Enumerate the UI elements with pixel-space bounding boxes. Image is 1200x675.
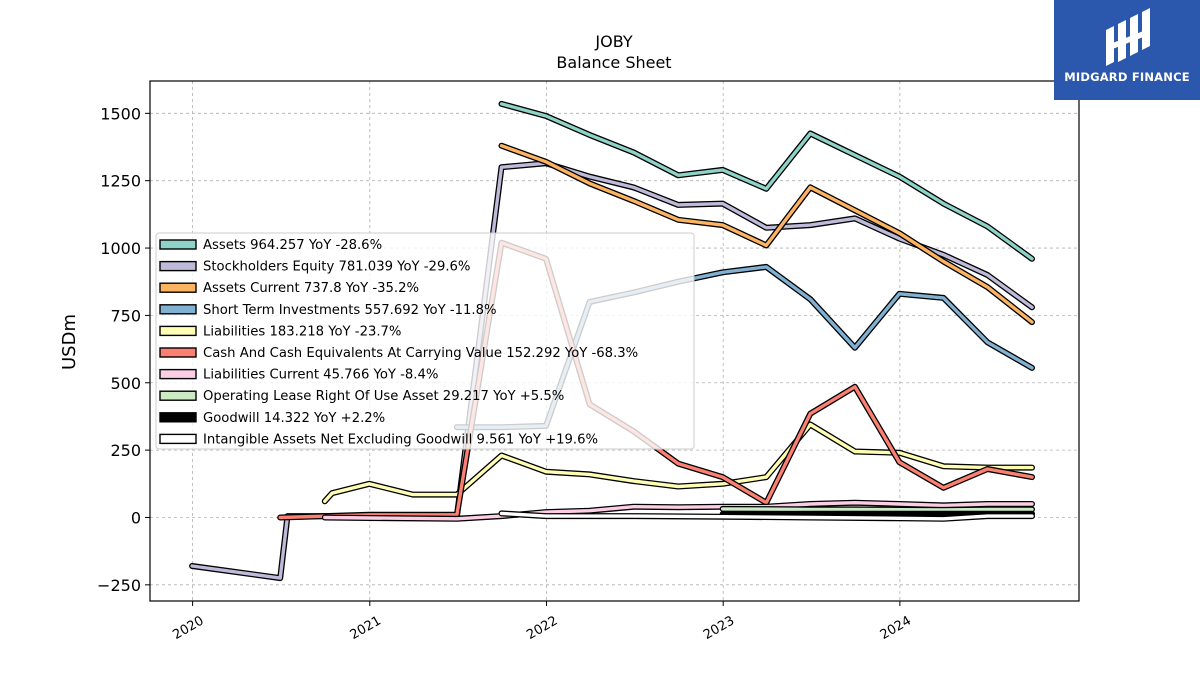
logo-text: MIDGARD FINANCE	[1064, 70, 1190, 84]
series-line	[499, 511, 1034, 521]
y-tick-label: 500	[110, 374, 141, 393]
series-lines	[189, 100, 1035, 582]
y-tick-label: −250	[97, 576, 141, 595]
legend-swatch	[159, 347, 197, 358]
legend-label: Short Term Investments 557.692 YoY -11.8…	[203, 303, 497, 318]
legend-swatch	[159, 282, 197, 293]
series-line	[721, 507, 1034, 512]
legend-box	[155, 232, 695, 450]
x-tick-label: 2023	[701, 613, 737, 643]
legend-swatch	[159, 368, 197, 380]
chart-title: JOBY	[594, 32, 632, 51]
series-line	[323, 422, 1034, 503]
legend-swatch	[159, 239, 197, 250]
legend-label: Liabilities Current 45.766 YoY -8.4%	[203, 368, 438, 383]
y-tick-label: 750	[110, 306, 141, 325]
series-assets-current	[498, 142, 1035, 326]
series-assets	[498, 100, 1035, 262]
legend-label: Cash And Cash Equivalents At Carrying Va…	[203, 346, 638, 361]
legend-swatch	[159, 260, 197, 272]
midgard-finance-logo: MIDGARD FINANCE	[1054, 0, 1200, 100]
legend-label: Operating Lease Right Of Use Asset 29.21…	[203, 389, 564, 404]
y-tick-label: 1500	[100, 104, 141, 123]
series-operating-lease-right-of-use-asset	[719, 505, 1035, 513]
logo-mark-icon	[1106, 8, 1150, 66]
legend-label: Assets 964.257 YoY -28.6%	[203, 238, 382, 253]
x-tick-label: 2020	[170, 613, 206, 643]
series-liabilities-current	[321, 499, 1035, 522]
y-axis: −250 0 250 500 750 1000 1250 1500	[97, 104, 150, 595]
x-tick-label: 2024	[878, 613, 914, 643]
legend-swatch	[159, 325, 197, 337]
legend-label: Liabilities 183.218 YoY -23.7%	[203, 324, 401, 339]
series-line	[323, 501, 1034, 521]
series-liabilities	[321, 421, 1035, 505]
legend-swatch	[159, 412, 197, 423]
legend-label: Intangible Assets Net Excluding Goodwill…	[203, 432, 598, 447]
legend-label: Goodwill 14.322 YoY +2.2%	[203, 411, 385, 426]
legend-label: Stockholders Equity 781.039 YoY -29.6%	[203, 260, 470, 275]
series-line	[499, 102, 1034, 261]
legend-label: Assets Current 737.8 YoY -35.2%	[203, 281, 419, 296]
x-tick-label: 2022	[524, 613, 560, 643]
y-tick-label: 0	[131, 508, 141, 527]
series-intangible-assets-net-excluding-goodwill	[498, 510, 1035, 522]
x-axis: 2020 2021 2022 2023 2024	[170, 601, 914, 643]
legend-swatch	[159, 304, 197, 315]
y-tick-label: 1000	[100, 239, 141, 258]
y-tick-label: 250	[110, 441, 141, 460]
legend-swatch	[159, 433, 197, 445]
plot-frame	[149, 80, 1080, 602]
series-line	[499, 143, 1034, 324]
legend: Assets 964.257 YoY -28.6% Stockholders Eq…	[155, 232, 695, 450]
legend-swatch	[159, 390, 197, 401]
x-tick-label: 2021	[348, 613, 384, 643]
y-axis-label: USDm	[59, 314, 80, 370]
chart-subtitle: Balance Sheet	[556, 53, 671, 72]
y-tick-label: 1250	[100, 172, 141, 191]
